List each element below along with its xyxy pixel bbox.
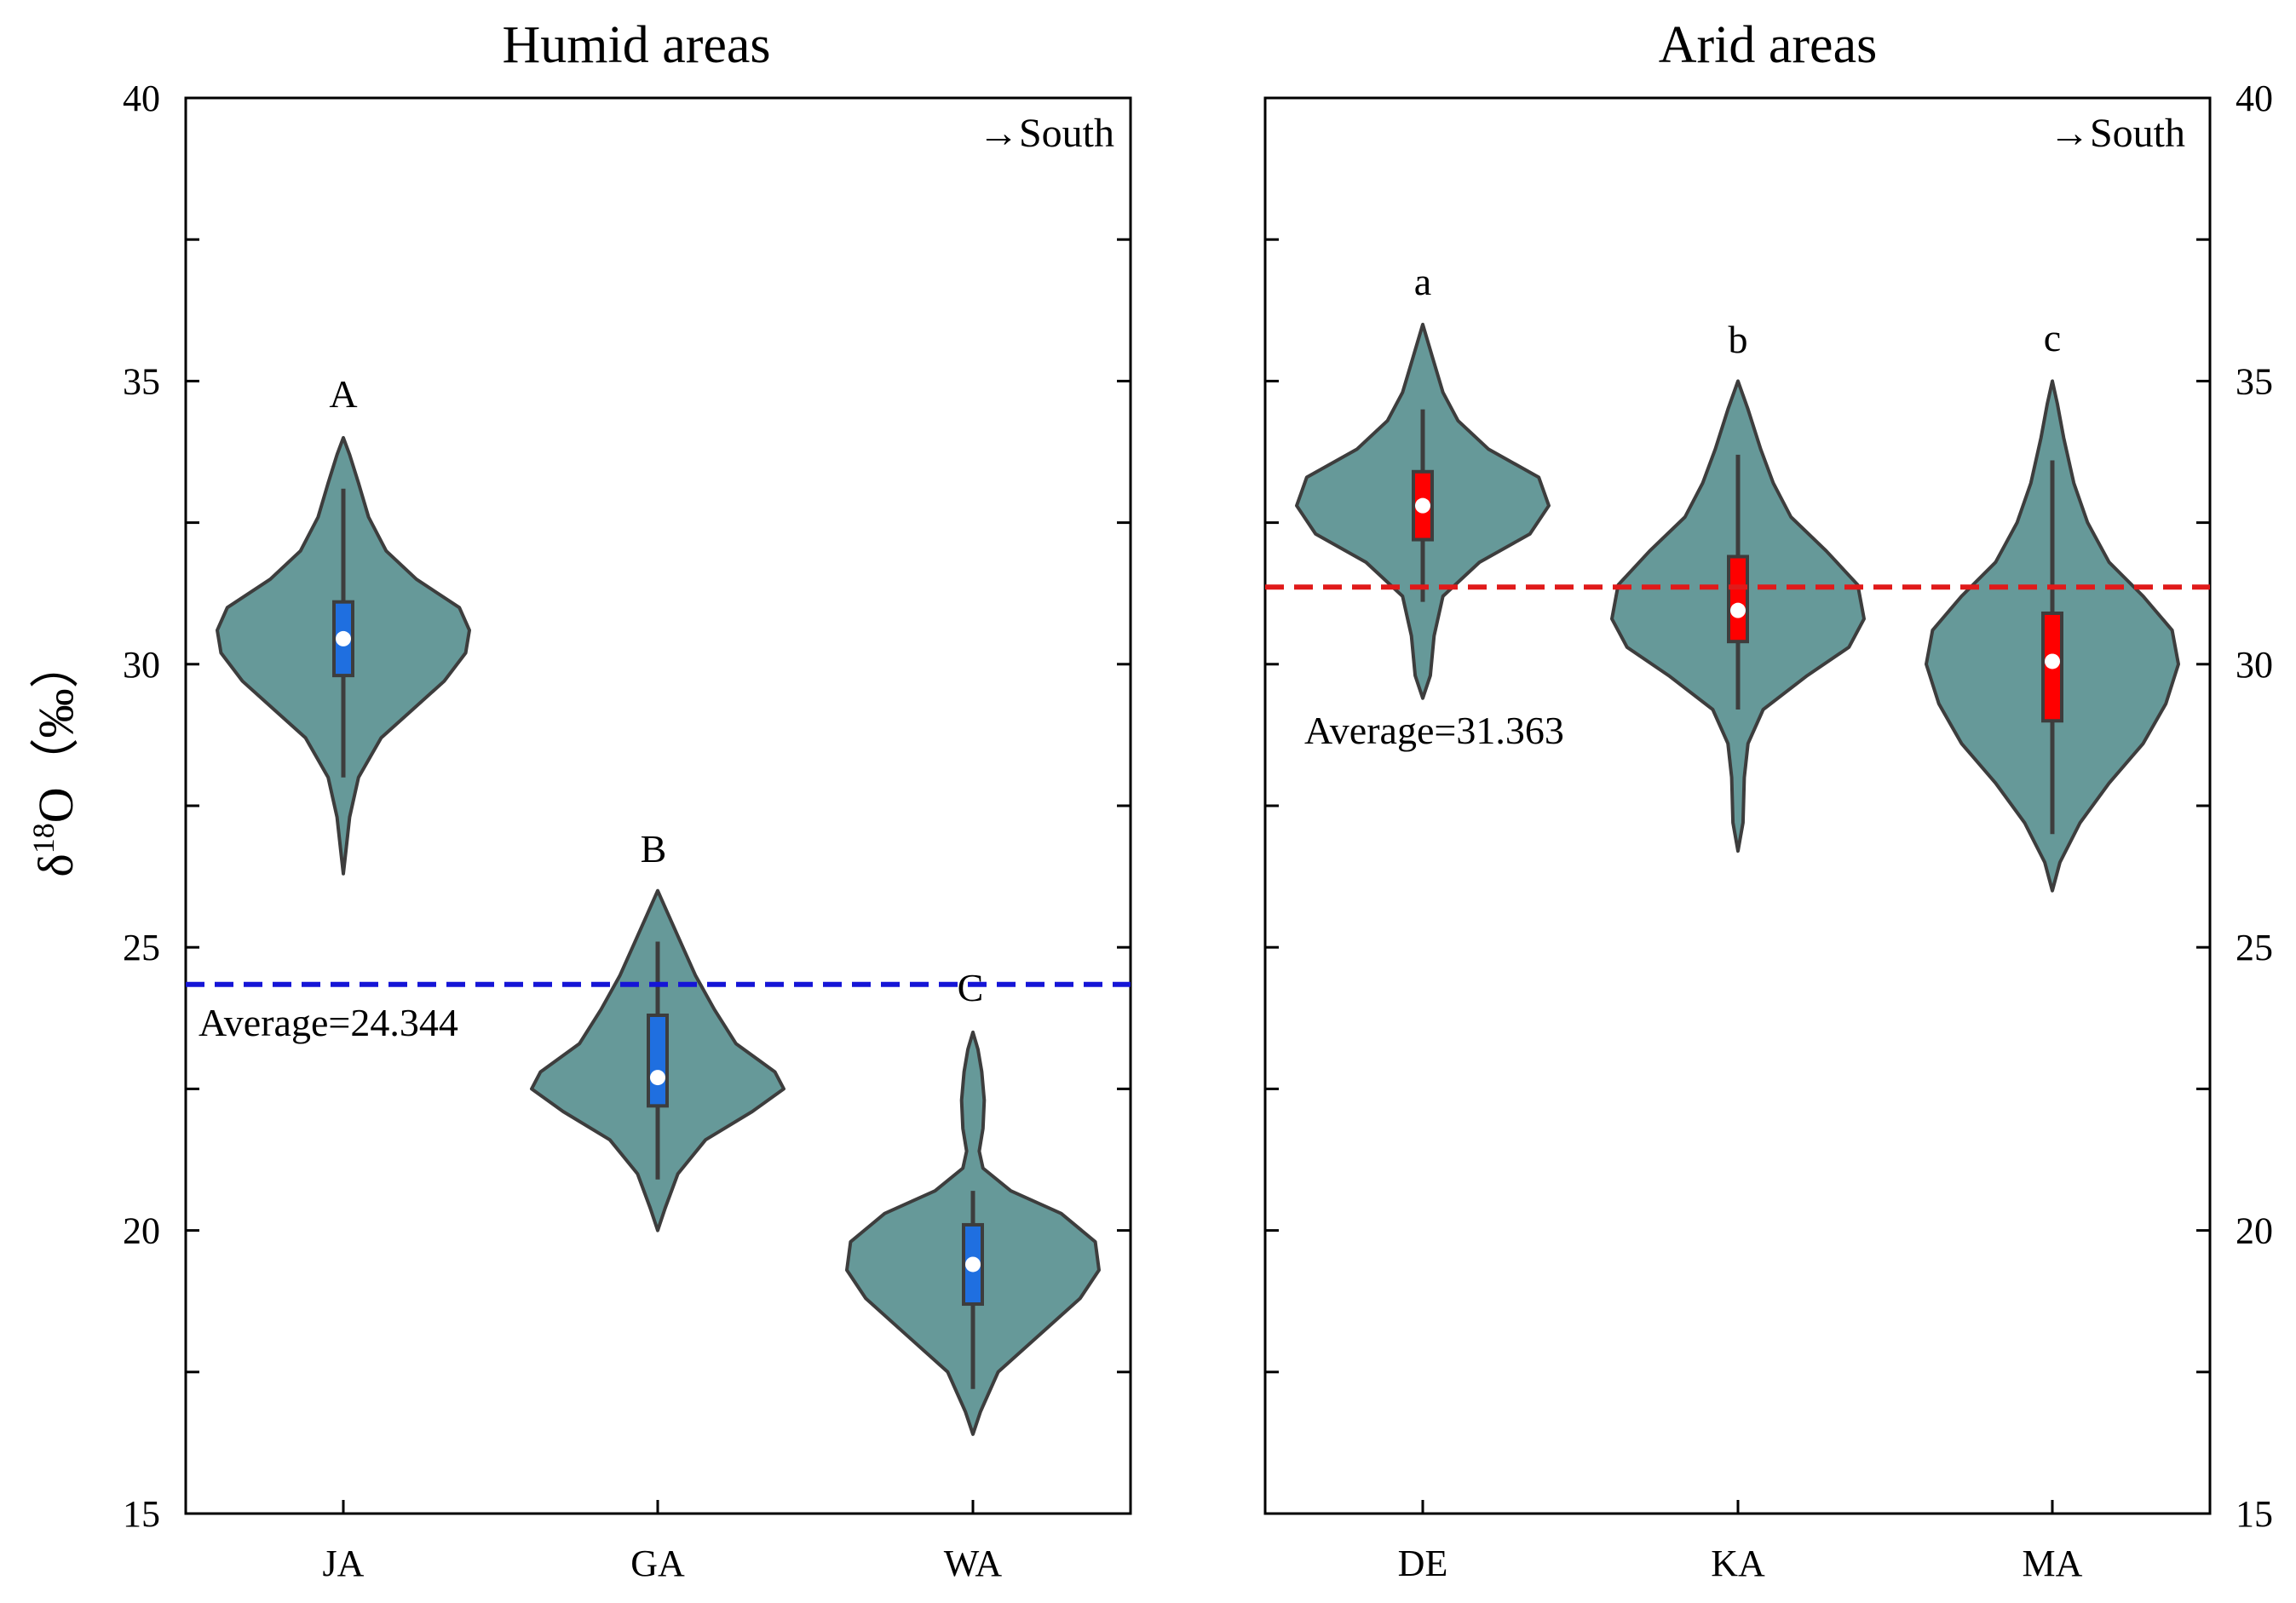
y-label-unit: （‰） [28,639,83,787]
panel-title-arid: Arid areas [1659,16,1877,74]
violin-median-ga [650,1070,665,1086]
y-tick-label: 35 [2236,360,2273,402]
y-tick-label: 40 [2236,78,2273,119]
panel-arid: Arid areas →South Average=31.363 15 20 25 3… [1263,16,2273,1584]
violin-median-de [1415,497,1430,514]
category-label-ga: GA [630,1543,685,1584]
category-labels-arid: DE KA MA [1398,1543,2083,1584]
category-labels-humid: JA GA WA [323,1543,1003,1584]
y-tick-label: 30 [123,644,160,686]
category-label-ma: MA [2023,1543,2083,1584]
category-label-ja: JA [323,1543,365,1584]
violin-marks-arid [1265,322,2210,893]
average-label-arid: Average=31.363 [1304,709,1564,752]
y-tick-label: 15 [123,1493,160,1535]
y-label-delta: δ [28,853,83,876]
panel-title-humid: Humid areas [502,16,770,74]
average-label-humid: Average=24.344 [199,1001,458,1044]
y-axis-label: δ18O（‰） [26,639,83,876]
y-label-element: O [28,787,83,823]
significance-letter-c-upper: C [958,966,984,1009]
violin-box-ka [1727,554,1749,644]
violin-median-ma [2045,653,2060,669]
violin-box-ga [647,1013,669,1108]
violin-median-wa [965,1256,981,1273]
y-tick-label: 20 [123,1210,160,1252]
significance-letter-a-upper: A [329,372,357,416]
significance-letters-humid: A B C [329,372,983,1009]
significance-letter-a-lower: a [1414,260,1431,303]
y-tick-label: 30 [2236,644,2273,686]
y-tick-label: 15 [2236,1493,2273,1535]
category-label-wa: WA [944,1543,1003,1584]
y-tick-label: 25 [123,927,160,968]
y-tick-label: 35 [123,360,160,402]
y-ticks-humid: 15 20 25 30 35 40 [123,78,1131,1535]
category-label-ka: KA [1711,1543,1765,1584]
direction-label-humid: →South [978,111,1114,156]
significance-letter-b-upper: B [641,827,667,870]
violin-median-ka [1730,602,1746,618]
panel-humid: Humid areas →South Average=24.344 15 20 25… [123,16,1132,1584]
y-tick-label: 20 [2236,1210,2273,1252]
category-label-de: DE [1398,1543,1448,1584]
y-label-superscript: 18 [26,823,60,853]
direction-label-arid: →South [2049,111,2185,156]
violin-marks-humid [186,435,1131,1436]
significance-letters-arid: a b c [1414,260,2061,361]
significance-letter-c-lower: c [2044,316,2061,359]
y-ticks-arid: 15 20 25 30 35 40 [1265,78,2273,1535]
y-tick-label: 40 [123,78,160,119]
y-tick-label: 25 [2236,927,2273,968]
significance-letter-b-lower: b [1729,318,1748,361]
violin-median-ja [336,630,351,646]
